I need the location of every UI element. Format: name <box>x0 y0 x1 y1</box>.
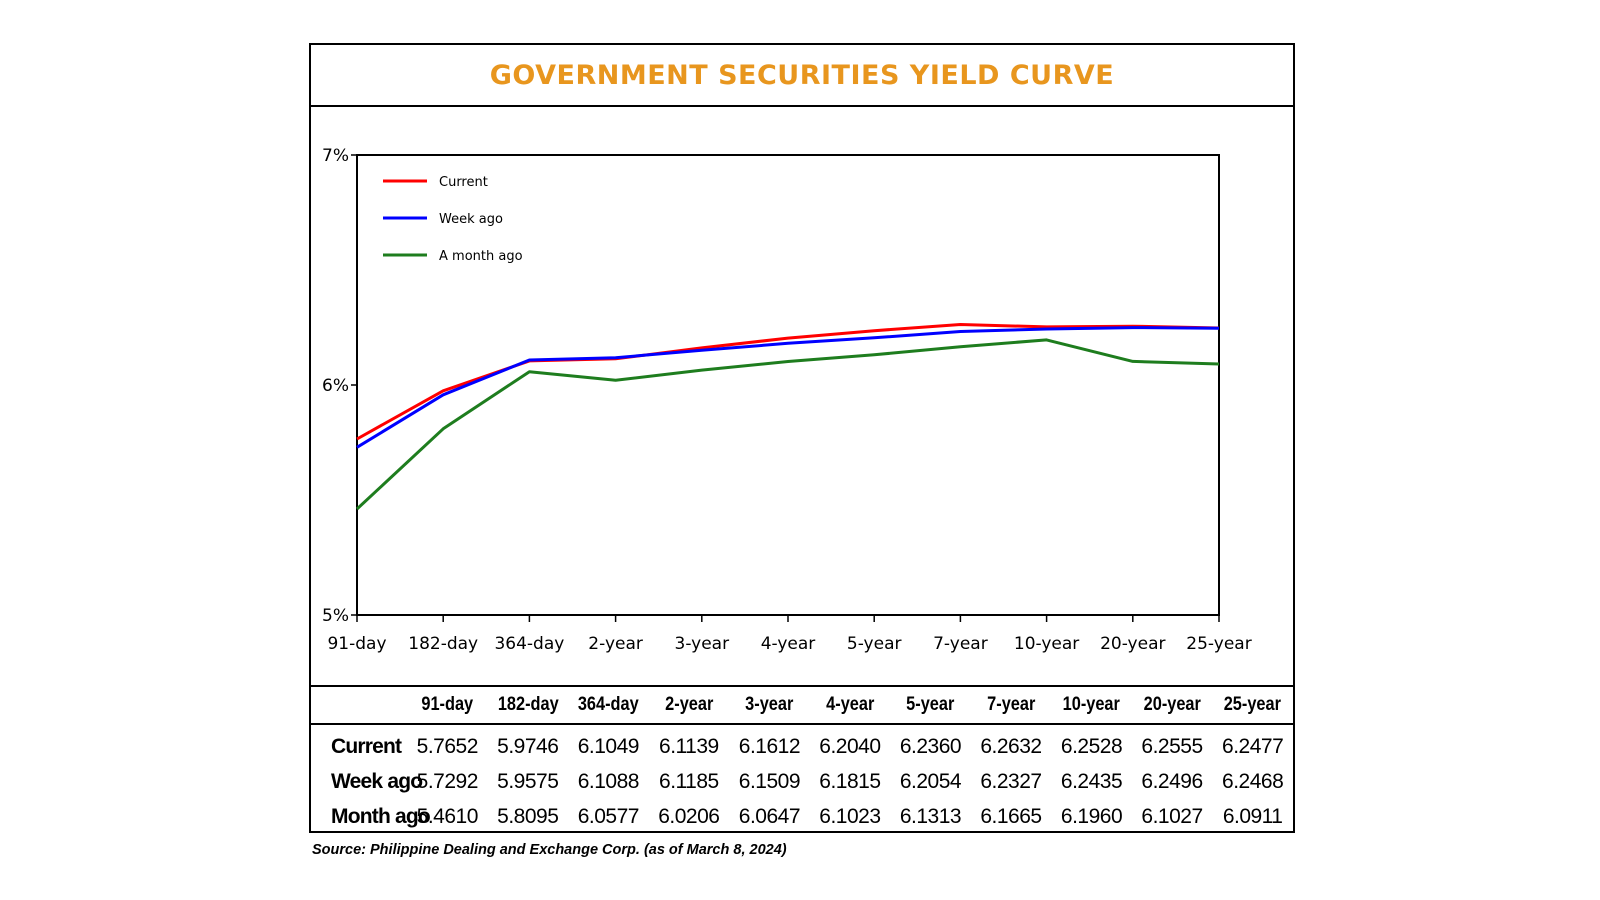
table-header-cell: 182-day <box>497 694 559 715</box>
series-line-a-month-ago <box>355 338 1220 511</box>
yield-table: 91-day 182-day 364-day 2-year 3-year 4-year 5-… <box>311 685 1293 834</box>
table-header-cell: 4-year <box>825 694 875 715</box>
table-cell: 6.0577 <box>577 804 640 828</box>
series-line-current <box>356 323 1220 441</box>
table-cell: 6.2528 <box>1060 734 1123 758</box>
y-tick-label: 7% <box>322 146 349 166</box>
table-header-blank <box>318 686 401 724</box>
table-row: Current 5.7652 5.9746 6.1049 6.1139 6.1612 6.2… <box>311 724 1293 764</box>
x-tick-label: 2-year <box>588 634 643 654</box>
table-cell: 6.1088 <box>577 769 640 793</box>
table-row-label: Current <box>331 734 402 758</box>
table-row-label: Week ago <box>331 769 423 793</box>
table-header-cell: 3-year <box>745 694 794 715</box>
table-header-cell: 25-year <box>1224 694 1282 715</box>
table-header-cell: 7-year <box>986 694 1036 715</box>
source-note: Source: Philippine Dealing and Exchange … <box>312 842 787 858</box>
table-row: Month ago 5.4610 5.8095 6.0577 6.0206 6.0647 6… <box>311 799 1293 834</box>
x-tick-label: 91-day <box>327 634 386 654</box>
table-header-cell: 10-year <box>1062 694 1121 715</box>
table-cell: 5.8095 <box>497 804 559 828</box>
table-cell: 6.2632 <box>980 734 1042 758</box>
table-cell: 6.1049 <box>577 734 640 758</box>
x-tick-label: 5-year <box>847 634 902 654</box>
table-cell: 6.2477 <box>1222 734 1284 758</box>
table-cell: 6.1815 <box>819 769 881 793</box>
table-row-label: Month ago <box>331 804 431 828</box>
table-cell: 6.1612 <box>738 734 801 758</box>
table-cell: 6.1023 <box>819 804 881 828</box>
table-cell: 6.1139 <box>659 734 719 758</box>
table-header-row: 91-day 182-day 364-day 2-year 3-year 4-year 5-… <box>311 686 1293 724</box>
table-cell: 6.2054 <box>899 769 962 793</box>
y-tick-label: 6% <box>322 376 349 396</box>
table-header-cell: 2-year <box>664 694 713 715</box>
yield-table-wrap: 91-day 182-day 364-day 2-year 3-year 4-year 5-… <box>311 685 1293 834</box>
table-cell: 5.7652 <box>416 734 479 758</box>
table-cell: 6.1960 <box>1060 804 1123 828</box>
x-tick-label: 182-day <box>408 634 478 654</box>
y-tick-label: 5% <box>322 606 349 626</box>
x-tick-label: 364-day <box>494 634 564 654</box>
table-cell: 6.1185 <box>659 769 719 793</box>
yield-curve-chart: 5% 6% 7% 91-day 182-day 364-day 2-year 3-year 4-… <box>322 146 1252 654</box>
table-cell: 6.2555 <box>1141 734 1203 758</box>
table-cell: 5.7292 <box>416 769 479 793</box>
legend-label: Week ago <box>439 212 503 227</box>
x-tick-label: 7-year <box>933 634 988 654</box>
table-cell: 6.2327 <box>980 769 1042 793</box>
x-tick-label: 10-year <box>1014 634 1079 654</box>
table-header-cell: 20-year <box>1143 694 1201 715</box>
table-cell: 6.1509 <box>738 769 801 793</box>
chart-title: GOVERNMENT SECURITIES YIELD CURVE <box>489 59 1115 91</box>
legend-label: A month ago <box>439 249 523 264</box>
table-cell: 6.1665 <box>980 804 1042 828</box>
table-cell: 5.4610 <box>416 804 479 828</box>
table-cell: 6.2468 <box>1222 769 1284 793</box>
legend-label: Current <box>439 175 488 190</box>
title-bar: GOVERNMENT SECURITIES YIELD CURVE <box>311 45 1293 107</box>
table-header-cell: 364-day <box>577 694 639 715</box>
table-header-cell: 91-day <box>421 694 474 715</box>
series-line-week-ago <box>356 326 1220 449</box>
x-tick-label: 4-year <box>761 634 816 654</box>
table-cell: 6.1313 <box>899 804 962 828</box>
table-cell: 6.0911 <box>1222 804 1283 828</box>
table-cell: 5.9746 <box>497 734 559 758</box>
table-cell: 6.0647 <box>738 804 801 828</box>
table-cell: 6.1027 <box>1141 804 1203 828</box>
table-cell: 6.2360 <box>899 734 962 758</box>
table-cell: 6.2040 <box>819 734 881 758</box>
table-cell: 6.2435 <box>1060 769 1123 793</box>
table-cell: 5.9575 <box>497 769 559 793</box>
table-row: Week ago 5.7292 5.9575 6.1088 6.1185 6.1509 6.… <box>311 764 1293 799</box>
x-tick-label: 3-year <box>675 634 730 654</box>
table-cell: 6.2496 <box>1141 769 1203 793</box>
table-cell: 6.0206 <box>658 804 720 828</box>
x-tick-label: 25-year <box>1186 634 1251 654</box>
table-header-cell: 5-year <box>906 694 955 715</box>
chart-panel: GOVERNMENT SECURITIES YIELD CURVE 5% 6% 7%… <box>309 43 1295 833</box>
x-tick-label: 20-year <box>1100 634 1165 654</box>
